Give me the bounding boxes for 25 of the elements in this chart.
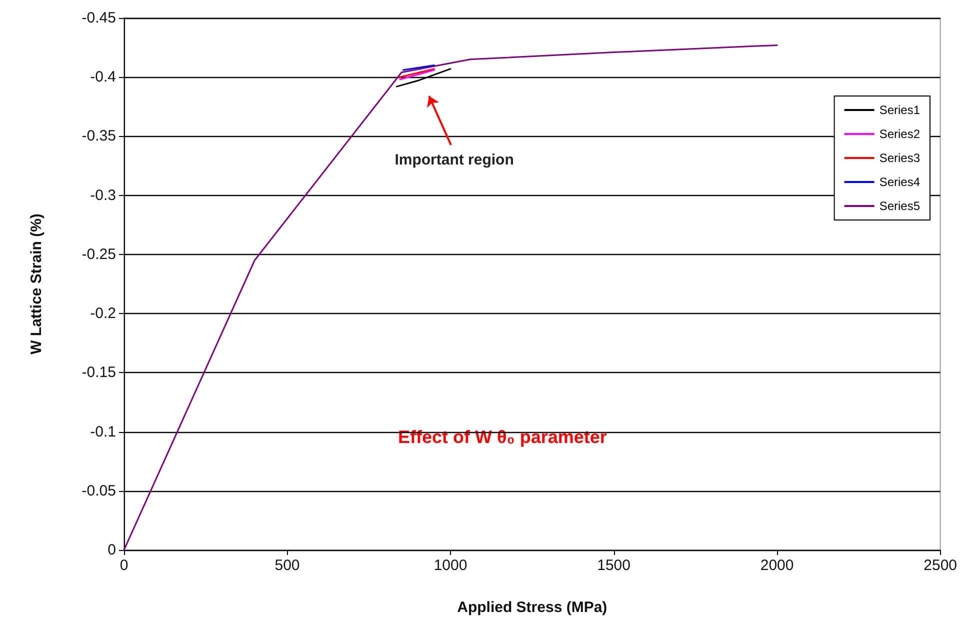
legend-label: Series5 bbox=[879, 199, 920, 213]
legend-label: Series2 bbox=[879, 127, 920, 141]
x-axis-title: Applied Stress (MPa) bbox=[457, 599, 608, 616]
legend-label: Series3 bbox=[879, 151, 920, 165]
annotation: Important region bbox=[394, 151, 514, 168]
x-tick-label: 2500 bbox=[924, 557, 958, 574]
y-tick-label: -0.2 bbox=[90, 305, 116, 322]
y-tick-label: -0.15 bbox=[82, 364, 116, 382]
x-tick-label: 500 bbox=[274, 557, 300, 574]
y-tick-label: -0.35 bbox=[82, 128, 116, 145]
y-tick-label: -0.3 bbox=[90, 186, 116, 204]
y-axis-title: W Lattice Strain (%) bbox=[28, 214, 45, 354]
x-tick-label: 2000 bbox=[760, 557, 794, 574]
y-tick-label: -0.05 bbox=[82, 482, 116, 500]
line-series bbox=[123, 44, 778, 551]
y-tick-label: -0.4 bbox=[90, 68, 116, 86]
y-tick-label: -0.45 bbox=[82, 10, 116, 26]
y-tick-label: -0.1 bbox=[90, 423, 116, 440]
y-tick-label: -0.25 bbox=[82, 246, 116, 263]
legend-label: Series1 bbox=[879, 103, 920, 117]
y-tick-label: 0 bbox=[108, 542, 116, 558]
legend-label: Series4 bbox=[879, 175, 920, 189]
x-tick-label: 0 bbox=[120, 557, 128, 574]
x-tick-label: 1500 bbox=[597, 557, 630, 574]
x-tick-label: 1000 bbox=[434, 557, 468, 574]
